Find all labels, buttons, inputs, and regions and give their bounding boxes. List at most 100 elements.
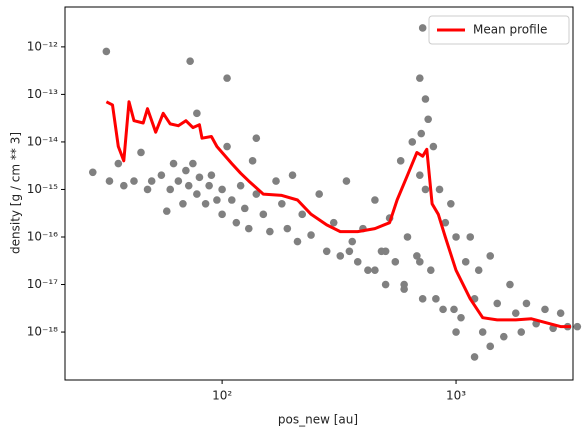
scatter-point [157,171,166,179]
y-tick-label: 10⁻¹⁴ [27,134,58,148]
scatter-point [130,177,138,185]
scatter-point [236,181,245,190]
scatter-point [218,185,226,194]
scatter-point [427,266,435,275]
scatter-point [248,157,257,165]
scatter-point [174,177,183,185]
scatter-point [381,247,390,256]
scatter-point [218,210,226,219]
scatter-point [461,258,470,266]
scatter-point [336,252,345,260]
legend-box [428,15,570,45]
scatter-point [416,258,424,266]
scatter-point [179,199,187,208]
scatter-point [421,185,430,194]
scatter-point [470,353,479,361]
legend-label: Mean profile [473,23,547,37]
scatter-point [223,74,231,82]
scatter-point [478,328,487,336]
scatter-point [391,258,400,266]
plot-frame [64,6,574,381]
scatter-point [307,231,315,239]
scatter-point [486,342,495,351]
scatter-point [342,177,351,185]
scatter-point [499,332,508,341]
scatter-point [105,177,114,185]
scatter-point [193,190,201,198]
scatter-point [413,252,421,260]
y-tick-label: 10⁻¹⁷ [27,277,58,291]
y-tick-label: 10⁻¹³ [27,87,58,101]
scatter-point [186,57,194,65]
scatter-point [213,196,221,204]
scatter-point [517,328,526,336]
scatter-point [381,280,390,289]
scatter-point [205,181,213,190]
scatter-point [120,181,128,190]
scatter-point [195,173,204,182]
scatter-point [322,247,331,256]
scatter-point [421,95,430,103]
scatter-point [266,227,274,236]
scatter-point [396,157,405,165]
scatter-point [315,190,323,198]
scatter-point [252,134,261,142]
scatter-point [556,309,565,317]
scatter-point [102,47,111,56]
scatter-point [416,74,424,82]
scatter-point [169,159,178,168]
scatter-point [441,218,450,227]
y-tick-label: 10⁻¹⁶ [27,229,58,243]
scatter-point [450,305,458,314]
scatter-point [486,252,495,260]
scatter-point [418,295,427,303]
scatter-point [348,237,357,246]
scatter-point [345,247,354,256]
scatter-point [511,309,520,317]
y-tick-label: 10⁻¹² [27,39,58,53]
scatter-point [147,177,156,185]
scatter-point [371,266,379,275]
scatter-point [193,109,201,118]
scatter-point [143,185,152,194]
scatter-point [466,233,475,241]
scatter-point [114,159,123,168]
scatter-point [371,196,379,204]
scatter-point [418,24,427,32]
scatter-point [240,204,249,213]
scatter-point [162,207,171,215]
scatter-point [223,142,231,151]
scatter-point [429,142,438,151]
scatter-point [493,299,502,308]
x-tick-label: 10³ [446,389,466,403]
scatter-point [182,166,190,175]
scatter-point [227,196,236,204]
scatter-point [283,224,292,233]
scatter-point [298,210,307,219]
scatter-point [252,190,261,198]
scatter-point [244,224,253,233]
scatter-point [435,185,444,194]
scatter-point [522,299,531,308]
scatter-point [232,218,241,227]
scatter-point [207,171,216,179]
scatter-point [353,258,362,266]
scatter-point [432,295,440,303]
scatter-point [457,313,465,322]
scatter-point [573,322,582,331]
scatter-point [288,171,297,179]
scatter-point [189,159,197,168]
scatter-point [293,237,302,246]
scatter-point [201,199,210,208]
scatter-point [137,148,145,157]
scatter-point [278,199,286,208]
scatter-point [506,280,514,289]
scatter-point [184,181,193,190]
scatter-point [447,199,455,208]
y-tick-label: 10⁻¹⁵ [27,182,58,196]
scatter-point [541,305,549,314]
scatter-point [452,328,460,336]
scatter-point [88,168,97,177]
